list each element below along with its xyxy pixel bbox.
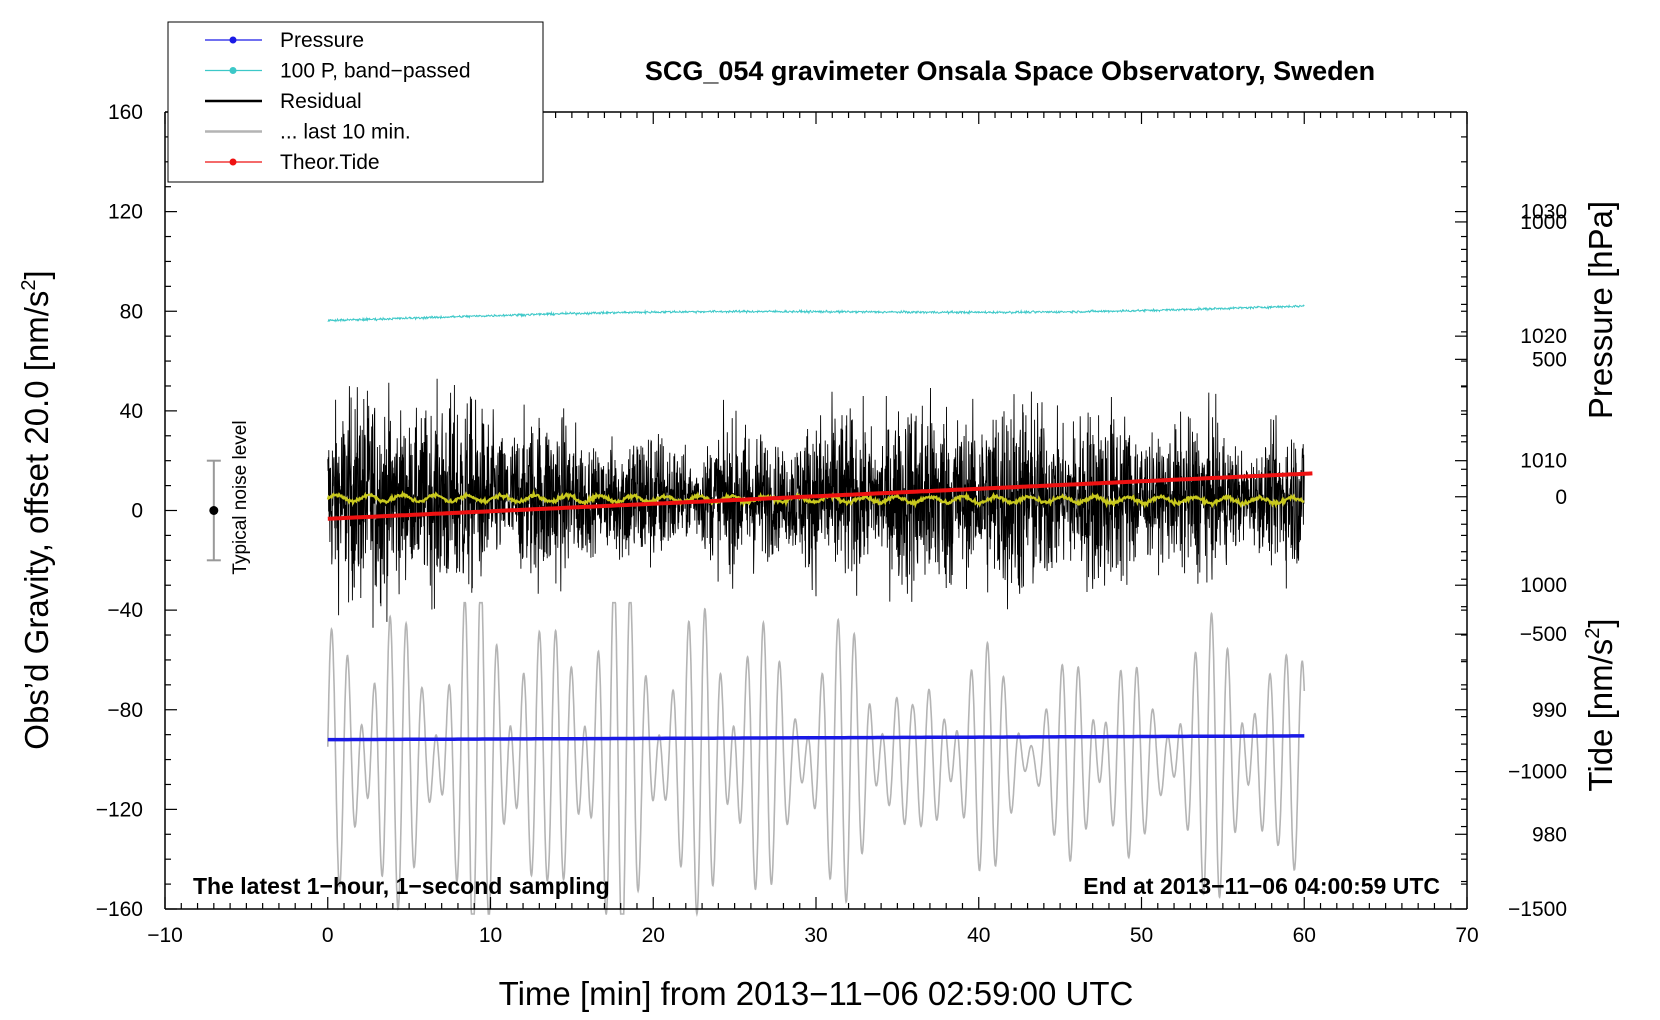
x-tick-label: 30	[804, 924, 827, 947]
pressure-tick-label: 1000	[1520, 574, 1567, 597]
series-pressure	[327, 734, 1305, 742]
series-last-10-min	[327, 601, 1306, 917]
legend-marker	[229, 36, 237, 44]
x-tick-label: 10	[479, 924, 502, 947]
labels-layer: −10 0 10 20 30 40 50 60 70−160−120−80−4004080120…	[18, 56, 1619, 1012]
x-tick-label: 70	[1455, 924, 1478, 947]
y-tick-label: 0	[131, 500, 143, 523]
pressure-tick-label: 990	[1532, 699, 1567, 722]
pressure-tick-label: 1030	[1520, 201, 1567, 224]
chart-title: SCG_054 gravimeter Onsala Space Observat…	[645, 56, 1375, 86]
y-tick-label: −40	[107, 599, 143, 622]
series-theor-tide	[327, 471, 1313, 521]
legend-label: Pressure	[280, 29, 364, 52]
legend-item: ... last 10 min.	[205, 121, 411, 144]
annotation-sampling: The latest 1−hour, 1−second sampling	[193, 873, 610, 899]
x-tick-label: −10	[147, 924, 183, 947]
legend-marker	[229, 67, 237, 74]
legend-item: 100 P, band−passed	[205, 60, 471, 83]
x-tick-label: 0	[322, 924, 334, 947]
legend-item: Residual	[205, 90, 362, 113]
legend-label: Residual	[280, 90, 362, 113]
pressure-tick-label: 1020	[1520, 325, 1567, 348]
pressure-tick-label: 980	[1532, 823, 1567, 846]
x-tick-label: 40	[967, 924, 990, 947]
y-tick-label: 120	[108, 201, 143, 224]
tide-tick-label: −1000	[1508, 761, 1567, 784]
x-tick-label: 50	[1130, 924, 1153, 947]
y-axis-title-pressure: Pressure [hPa]	[1582, 201, 1619, 419]
noise-label: Typical noise level	[230, 420, 251, 574]
series-pressure-band-passed	[327, 304, 1305, 323]
legend-label: Theor.Tide	[280, 151, 380, 174]
tide-tick-label: 0	[1555, 486, 1567, 509]
y-tick-label: 160	[108, 101, 143, 124]
legend-item: Theor.Tide	[205, 151, 380, 174]
legend-item: Pressure	[205, 29, 364, 52]
legend-label: 100 P, band−passed	[280, 60, 471, 83]
series-residual	[327, 378, 1305, 628]
y-tick-label: −120	[96, 798, 143, 821]
noise-bar-center	[209, 506, 219, 515]
y-tick-label: 40	[120, 400, 143, 423]
series-layer	[326, 304, 1313, 917]
tide-tick-label: 500	[1532, 348, 1567, 371]
legend-marker	[229, 158, 237, 166]
legend: Pressure 100 P, band−passed Residual ... la…	[167, 21, 544, 183]
y-tick-label: −80	[107, 699, 143, 722]
y-axis-title-gravity: Obs’d Gravity, offset 20.0 [nm/s2]	[18, 270, 55, 749]
x-axis-title: Time [min] from 2013−11−06 02:59:00 UTC	[499, 975, 1134, 1012]
pressure-tick-label: 1010	[1520, 450, 1567, 473]
tide-tick-label: −1500	[1508, 898, 1567, 921]
legend-label: ... last 10 min.	[280, 121, 411, 144]
tide-tick-label: −500	[1520, 623, 1567, 646]
x-tick-label: 20	[642, 924, 665, 947]
y-axis-title-tide: Tide [nm/s2]	[1582, 618, 1619, 791]
y-tick-label: 80	[120, 300, 143, 323]
y-tick-label: −160	[96, 898, 143, 921]
annotation-end-time: End at 2013−11−06 04:00:59 UTC	[1083, 873, 1440, 899]
tide-tick-label: 1000	[1520, 211, 1567, 234]
series-residual-smoothed	[326, 488, 1305, 509]
x-tick-label: 60	[1293, 924, 1316, 947]
